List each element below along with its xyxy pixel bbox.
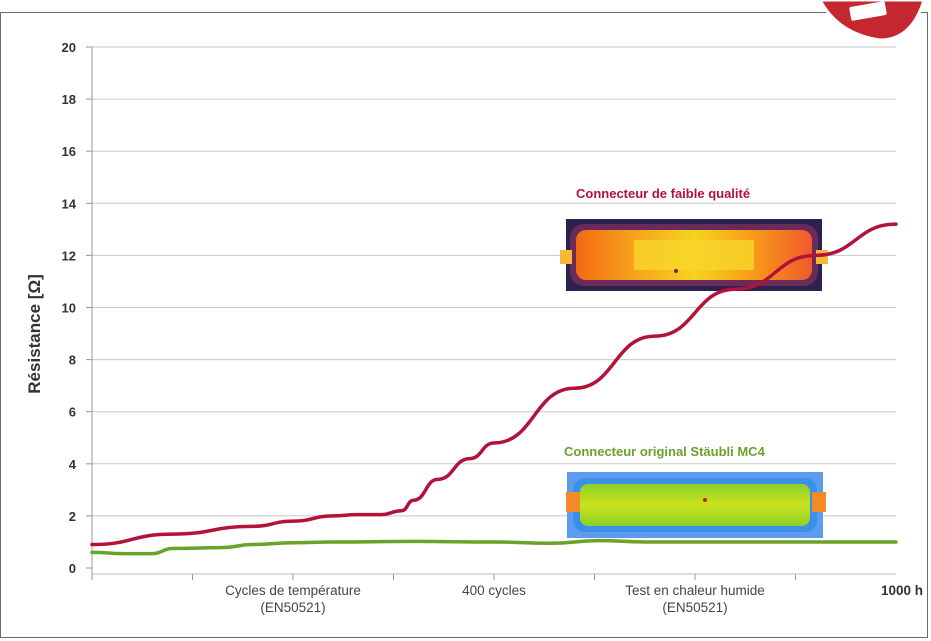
thermal-image-low-quality — [560, 219, 828, 291]
y-tick-label: 6 — [69, 405, 76, 420]
annotation-low-quality: Connecteur de faible qualité — [576, 186, 750, 201]
y-tick-label: 16 — [62, 144, 76, 159]
y-tick-label: 2 — [69, 509, 76, 524]
badge-shape — [818, 0, 926, 42]
y-tick-label: 8 — [69, 353, 76, 368]
series-line-low-quality — [90, 222, 898, 547]
x-tick-label: 1000 h — [881, 583, 923, 598]
x-tick-label: Test en chaleur humide (EN50521) — [625, 583, 765, 615]
y-tick-label: 12 — [62, 248, 76, 263]
annotation-original: Connecteur original Stäubli MC4 — [564, 444, 766, 459]
grid — [92, 46, 896, 517]
y-tick-label: 18 — [62, 92, 76, 107]
badge-icon — [849, 1, 887, 21]
badge-corner — [818, 0, 926, 42]
series — [90, 222, 898, 556]
x-tick-label-line: Cycles de température — [225, 583, 361, 598]
series-line-original — [90, 538, 898, 556]
y-tick-label: 14 — [62, 196, 77, 211]
x-tick-label-line: 1000 h — [881, 583, 923, 598]
axes: 0 2 4 6 8 10 12 14 16 18 20 Cycles de température (E… — [62, 40, 923, 615]
y-tick-label: 0 — [69, 561, 76, 576]
y-axis-label: Résistance [Ω] — [25, 274, 44, 393]
x-tick-label-line: Test en chaleur humide — [625, 583, 765, 598]
x-tick-label: Cycles de température (EN50521) — [225, 583, 361, 615]
y-tick-label: 4 — [69, 457, 77, 472]
x-tick-label-line: (EN50521) — [260, 600, 325, 615]
y-tick-label: 10 — [62, 301, 76, 316]
x-tick-label-line: (EN50521) — [662, 600, 727, 615]
thermal-image-original — [566, 472, 826, 538]
x-tick-label-line: 400 cycles — [462, 583, 526, 598]
y-tick-label: 20 — [62, 40, 76, 55]
x-tick-label: 400 cycles — [462, 583, 526, 598]
